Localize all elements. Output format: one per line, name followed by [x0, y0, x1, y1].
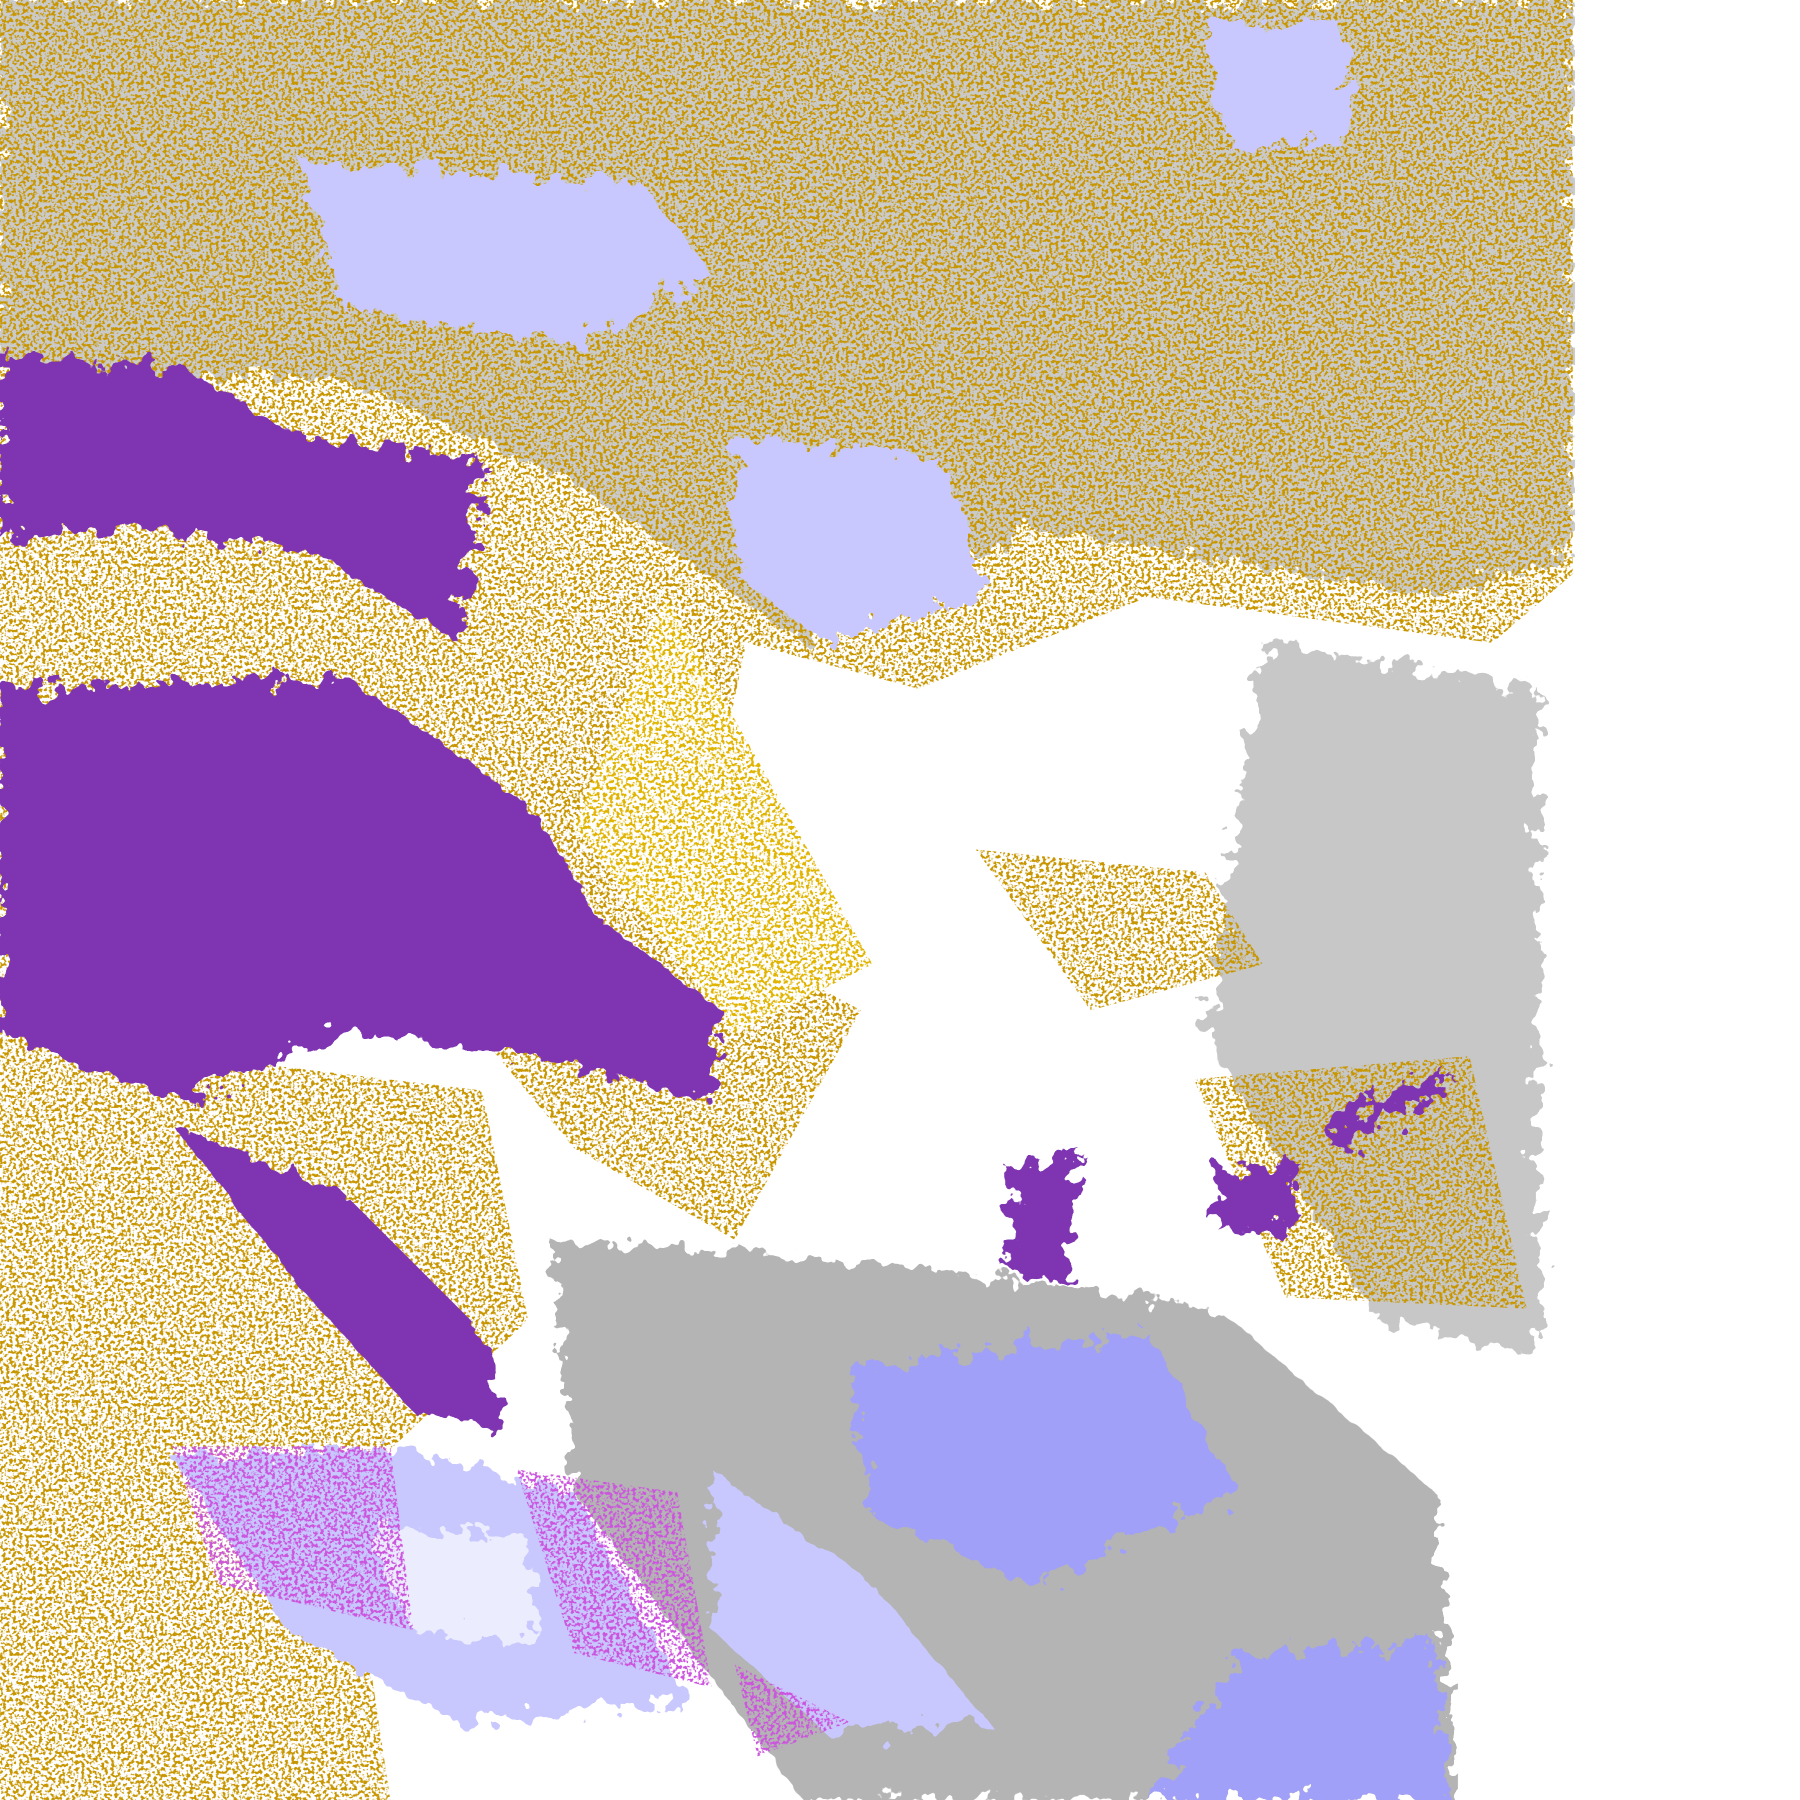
magenta-cloud-layer: [172, 1446, 850, 1757]
purple-cloud-layer: [0, 355, 1447, 1435]
no-data-bottom-right: [1457, 1354, 1800, 1800]
